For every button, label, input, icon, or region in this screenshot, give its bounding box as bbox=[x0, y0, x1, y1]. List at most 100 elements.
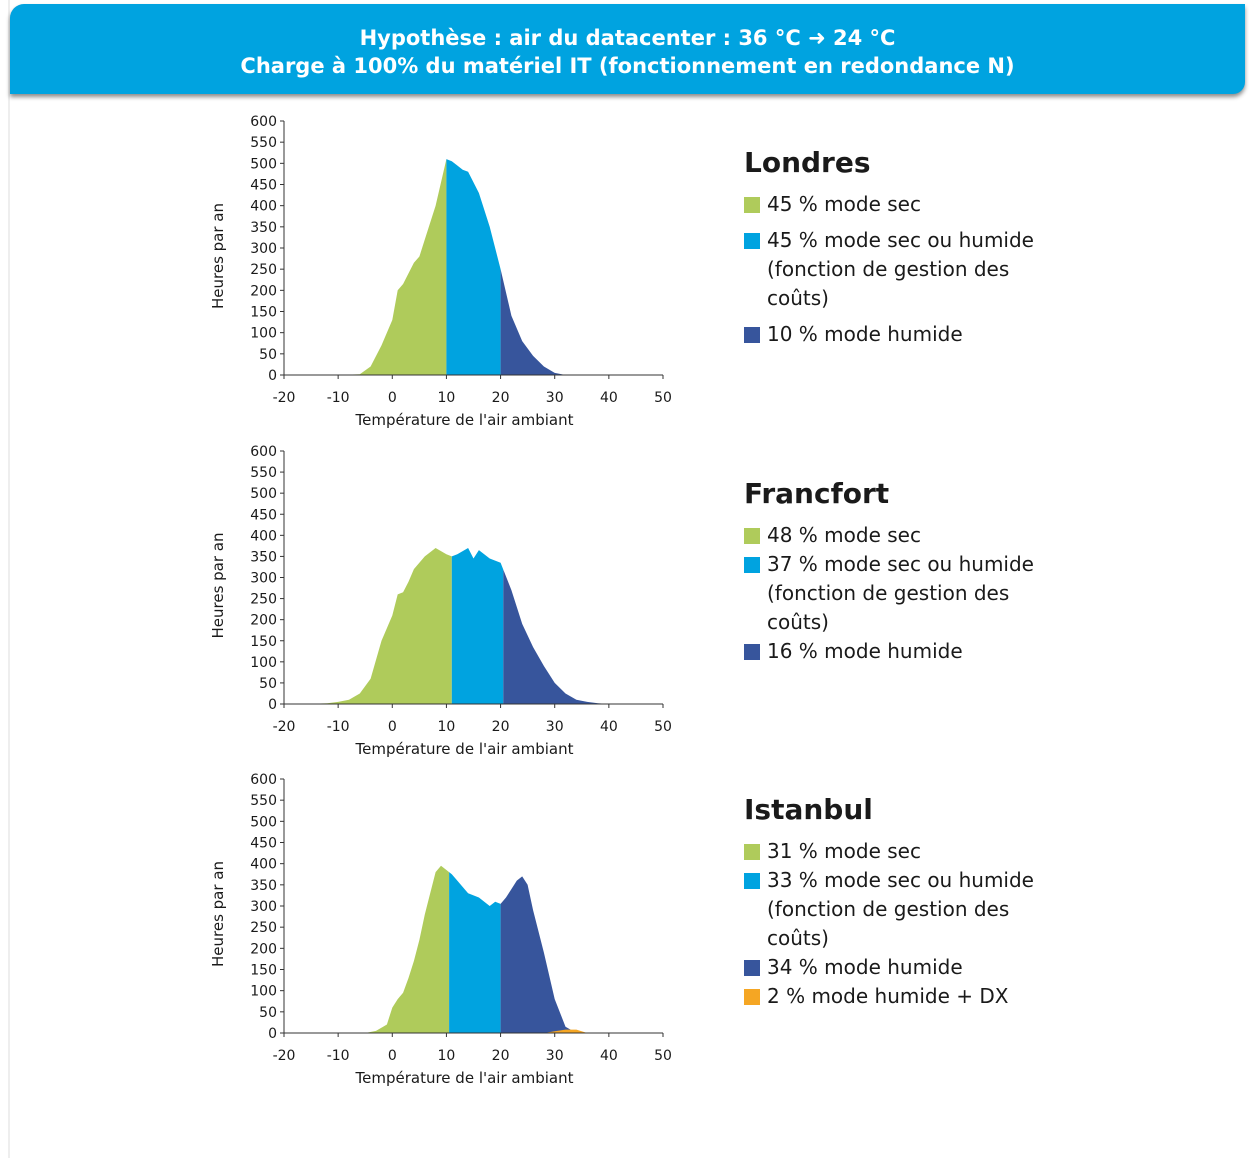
x-tick-label: -10 bbox=[327, 719, 350, 735]
y-tick-label: 500 bbox=[250, 814, 277, 830]
y-tick-label: 550 bbox=[250, 135, 277, 151]
y-tick-label: 200 bbox=[250, 941, 277, 957]
area-dry_or_wet bbox=[451, 548, 504, 704]
x-axis-label: Température de l'air ambiant bbox=[355, 740, 574, 758]
y-axis-label: Heures par an bbox=[209, 861, 227, 967]
legend-item-wet: 16 % mode humide bbox=[744, 637, 1074, 666]
x-tick-label: 0 bbox=[388, 390, 397, 406]
area-dry bbox=[284, 865, 450, 1033]
y-tick-label: 600 bbox=[250, 444, 277, 460]
y-tick-label: 150 bbox=[250, 305, 277, 321]
area-wet bbox=[500, 876, 663, 1033]
legend-swatch-dry-or-wet bbox=[744, 233, 760, 249]
y-tick-label: 250 bbox=[250, 592, 277, 608]
y-tick-label: 100 bbox=[250, 655, 277, 671]
x-tick-label: 20 bbox=[492, 719, 510, 735]
y-tick-label: 200 bbox=[250, 613, 277, 629]
legend-label: 45 % mode sec bbox=[767, 192, 921, 216]
y-tick-label: 50 bbox=[259, 1005, 277, 1021]
y-tick-label: 0 bbox=[268, 1026, 277, 1042]
legend-label: 48 % mode sec bbox=[767, 523, 921, 547]
y-tick-label: 200 bbox=[250, 283, 277, 299]
y-tick-label: 400 bbox=[250, 199, 277, 215]
legend-swatch-dry-or-wet bbox=[744, 557, 760, 573]
area-dry bbox=[284, 159, 447, 375]
y-tick-label: 250 bbox=[250, 262, 277, 278]
x-axis-label: Température de l'air ambiant bbox=[355, 1069, 574, 1087]
y-tick-label: 500 bbox=[250, 486, 277, 502]
y-tick-label: 350 bbox=[250, 220, 277, 236]
x-tick-label: 50 bbox=[654, 390, 672, 406]
y-tick-label: 400 bbox=[250, 857, 277, 873]
y-tick-label: 0 bbox=[268, 368, 277, 384]
charts-canvas: 050100150200250300350400450500550600-20-… bbox=[209, 114, 672, 1087]
chart-londres: 050100150200250300350400450500550600-20-… bbox=[209, 114, 672, 429]
x-tick-label: 10 bbox=[438, 719, 456, 735]
y-tick-label: 100 bbox=[250, 326, 277, 342]
x-tick-label: 40 bbox=[600, 719, 618, 735]
y-tick-label: 300 bbox=[250, 241, 277, 257]
legend-londres: Londres 45 % mode sec 45 % mode sec ou h… bbox=[744, 146, 1074, 356]
x-tick-label: -20 bbox=[273, 719, 296, 735]
legend-title-francfort: Francfort bbox=[744, 477, 890, 510]
y-tick-label: 600 bbox=[250, 114, 277, 130]
legend-swatch-wet bbox=[744, 960, 760, 976]
hypothesis-banner: Hypothèse : air du datacenter : 36 °C ➜ … bbox=[10, 4, 1245, 94]
x-tick-label: -20 bbox=[273, 1048, 296, 1064]
x-tick-label: 30 bbox=[546, 1048, 564, 1064]
legend-item-dry-or-wet: 45 % mode sec ou humide (fonction de ges… bbox=[744, 226, 1074, 313]
legend-swatch-dry bbox=[744, 197, 760, 213]
y-tick-label: 550 bbox=[250, 793, 277, 809]
legend-label: 34 % mode humide bbox=[767, 955, 963, 979]
legend-istanbul: Istanbul 31 % mode sec 33 % mode sec ou … bbox=[744, 793, 1074, 1011]
y-tick-label: 50 bbox=[259, 676, 277, 692]
y-tick-label: 150 bbox=[250, 963, 277, 979]
y-tick-label: 0 bbox=[268, 697, 277, 713]
x-tick-label: 40 bbox=[600, 390, 618, 406]
legend-label: 10 % mode humide bbox=[767, 322, 963, 346]
x-tick-label: 0 bbox=[388, 719, 397, 735]
legend-item-dry: 48 % mode sec bbox=[744, 521, 1074, 550]
legend-francfort: Francfort 48 % mode sec 37 % mode sec ou… bbox=[744, 477, 1074, 666]
area-wet bbox=[500, 269, 663, 375]
y-tick-label: 450 bbox=[250, 178, 277, 194]
legend-item-dry: 31 % mode sec bbox=[744, 837, 1074, 866]
legend-swatch-dry-or-wet bbox=[744, 873, 760, 889]
y-tick-label: 300 bbox=[250, 899, 277, 915]
legend-item-dry-or-wet: 37 % mode sec ou humide (fonction de ges… bbox=[744, 550, 1074, 637]
y-tick-label: 50 bbox=[259, 347, 277, 363]
legend-swatch-wet bbox=[744, 644, 760, 660]
y-tick-label: 600 bbox=[250, 772, 277, 788]
x-tick-label: 40 bbox=[600, 1048, 618, 1064]
y-tick-label: 450 bbox=[250, 507, 277, 523]
legend-label: 16 % mode humide bbox=[767, 639, 963, 663]
x-tick-label: 30 bbox=[546, 390, 564, 406]
x-tick-label: 10 bbox=[438, 390, 456, 406]
legend-item-wet-dx: 2 % mode humide + DX bbox=[744, 982, 1074, 1011]
legend-title-istanbul: Istanbul bbox=[744, 793, 873, 826]
x-tick-label: 30 bbox=[546, 719, 564, 735]
area-dry_or_wet bbox=[446, 159, 501, 375]
y-tick-label: 400 bbox=[250, 528, 277, 544]
x-tick-label: -20 bbox=[273, 390, 296, 406]
legend-swatch-dry bbox=[744, 528, 760, 544]
y-tick-label: 300 bbox=[250, 571, 277, 587]
area-wet bbox=[503, 569, 663, 704]
x-tick-label: 50 bbox=[654, 719, 672, 735]
legend-label: 33 % mode sec ou humide (fonction de ges… bbox=[767, 868, 1034, 950]
y-axis-label: Heures par an bbox=[209, 203, 227, 309]
legend-swatch-wet-dx bbox=[744, 989, 760, 1005]
legend-item-dry-or-wet: 33 % mode sec ou humide (fonction de ges… bbox=[744, 866, 1074, 953]
area-dry_or_wet bbox=[449, 872, 501, 1033]
y-tick-label: 450 bbox=[250, 836, 277, 852]
x-tick-label: -10 bbox=[327, 390, 350, 406]
y-tick-label: 550 bbox=[250, 465, 277, 481]
area-wet_dx bbox=[543, 1029, 588, 1033]
x-axis-label: Température de l'air ambiant bbox=[355, 411, 574, 429]
y-tick-label: 500 bbox=[250, 156, 277, 172]
y-tick-label: 350 bbox=[250, 549, 277, 565]
y-tick-label: 150 bbox=[250, 634, 277, 650]
legend-label: 37 % mode sec ou humide (fonction de ges… bbox=[767, 552, 1034, 634]
x-tick-label: 0 bbox=[388, 1048, 397, 1064]
y-tick-label: 350 bbox=[250, 878, 277, 894]
